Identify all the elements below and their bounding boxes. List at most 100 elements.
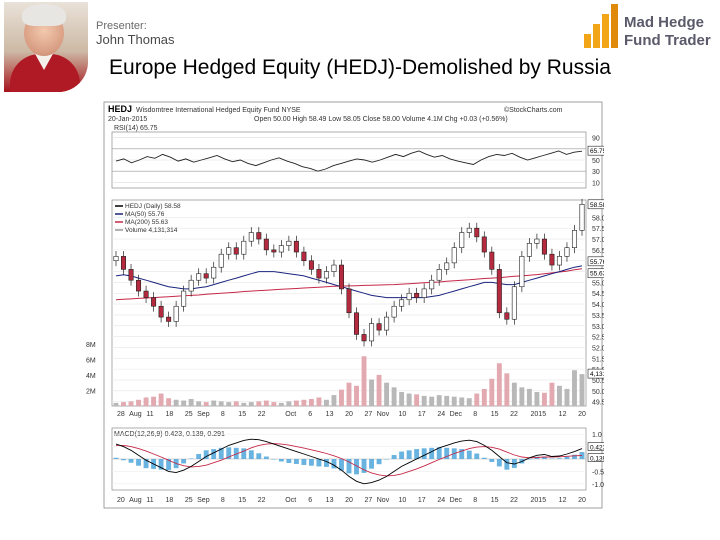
x-tick-label-lower: Aug (129, 497, 142, 504)
volume-bar (572, 370, 577, 406)
volume-bar (128, 401, 134, 406)
rsi-tick-label: 90 (592, 136, 600, 143)
macd-histogram-bar (226, 447, 232, 459)
volume-bar (481, 388, 487, 406)
macd-line (115, 438, 583, 485)
macd-histogram-bar (436, 447, 442, 459)
macd-histogram-bar (203, 450, 209, 459)
x-tick-label-upper: Oct (285, 411, 296, 418)
macd-histogram-bar (188, 458, 194, 460)
candle-body (256, 232, 262, 240)
macd-histogram-bar (391, 455, 397, 459)
candle-body (504, 312, 510, 320)
macd-histogram-bar (143, 459, 149, 469)
volume-bar (534, 392, 540, 406)
volume-last-label-box (587, 368, 604, 379)
slide-title: Europe Hedged Equity (HEDJ)-Demolished b… (109, 56, 611, 79)
candle-body (429, 279, 435, 290)
candle-body (361, 334, 367, 342)
macd-histogram-bar (376, 459, 382, 465)
macd-histogram-bar (166, 459, 172, 471)
candle-body (308, 260, 314, 270)
candle-body (496, 269, 502, 314)
volume-tick-label: 2M (86, 388, 96, 395)
ma50-label: 55.76 (590, 259, 604, 266)
candle-body (248, 232, 254, 242)
x-tick-label-upper: 12 (559, 411, 567, 418)
macd-histogram-bar (324, 459, 329, 467)
macd-histogram-bar (248, 450, 254, 459)
presenter-label: Presenter: (96, 20, 147, 32)
price-legend-entry: HEDJ (Daily) 58.58 (125, 203, 181, 210)
x-tick-label-upper: 6 (308, 411, 312, 418)
macd-histogram-bar (526, 459, 532, 460)
macd-tick-label: -0.5 (592, 469, 604, 476)
volume-tick-label: 6M (86, 357, 96, 364)
volume-bar (226, 402, 232, 406)
candle-body (166, 316, 172, 322)
candle-body (369, 323, 375, 342)
volume-bar (361, 356, 367, 406)
macd-histogram-bar (399, 451, 405, 459)
candle-body (143, 290, 149, 298)
price-tick-label: 57.5 (592, 226, 604, 233)
macd-histogram-bar (549, 458, 555, 460)
macd-histogram-bar (504, 459, 510, 470)
candle-body (376, 323, 382, 331)
volume-bar (143, 397, 149, 406)
price-legend-entry: Volume 4,131,314 (125, 227, 178, 234)
logo-bar (593, 24, 600, 48)
candle-body (549, 253, 555, 266)
volume-bar (369, 379, 374, 406)
volume-bar (136, 399, 141, 406)
brand-line1: Mad Hedge (624, 14, 705, 31)
x-tick-label-lower: 27 (365, 497, 373, 504)
candle-body (459, 232, 465, 249)
chart-ohlc: Open 50.00 High 58.49 Low 58.05 Close 58… (254, 116, 508, 123)
volume-bar (286, 401, 292, 406)
x-tick-label-lower: 11 (146, 497, 153, 504)
macd-histogram-bar (286, 459, 292, 463)
price-tick-label: 51.5 (592, 356, 604, 363)
macd-histogram-bar (196, 454, 202, 459)
candle-body (466, 227, 472, 233)
x-tick-label-lower: 6 (308, 497, 312, 504)
macd-tick-label: -1.0 (592, 482, 604, 489)
volume-last-label: 4,131,314 (590, 371, 604, 378)
candle-body (346, 288, 352, 314)
candle-body (489, 251, 495, 270)
volume-bar (203, 402, 209, 406)
volume-bar (399, 392, 405, 406)
chart-date: 20-Jan-2015 (108, 116, 147, 123)
x-tick-label-upper: 17 (418, 411, 426, 418)
volume-bar (384, 382, 390, 406)
candle-body (571, 230, 577, 249)
x-tick-label-upper: Nov (377, 411, 390, 418)
macd-histogram-bar (271, 459, 277, 460)
volume-bar (166, 398, 172, 406)
price-tick-label: 54.5 (592, 291, 604, 298)
rsi-last-box (587, 145, 604, 156)
ma200-label-box (587, 268, 604, 279)
macd-histogram-bar (557, 458, 562, 459)
volume-bar (444, 395, 450, 406)
volume-tick-label: 4M (86, 373, 96, 380)
volume-bar (113, 402, 119, 406)
x-tick-label-lower: 20 (578, 497, 586, 504)
candle-body (173, 305, 179, 322)
volume-bar (188, 399, 194, 406)
macd-histogram-bar (301, 459, 307, 465)
candle-body (241, 240, 247, 255)
volume-bar (151, 396, 157, 406)
candle-body (414, 292, 420, 298)
candle-body (541, 238, 547, 255)
x-tick-label-upper: 20 (345, 411, 353, 418)
volume-bar (564, 388, 570, 406)
macd-histogram-bar (293, 459, 299, 464)
volume-bar (278, 402, 284, 406)
x-tick-label-upper: Aug (129, 411, 142, 418)
x-tick-label-upper: 13 (326, 411, 334, 418)
candle-body (406, 292, 412, 301)
candle-body (316, 269, 322, 279)
candle-body (534, 238, 540, 244)
